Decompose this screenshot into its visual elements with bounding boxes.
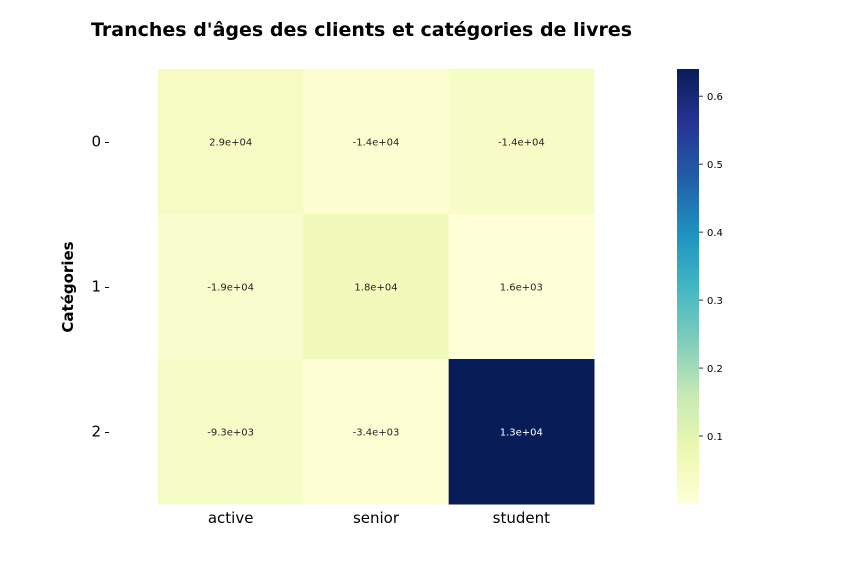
colorbar-tick-label: 0.1 (707, 432, 723, 443)
heatmap-cell-2-0 (158, 359, 304, 505)
heatmap-cell-0-1 (303, 69, 450, 215)
cell-annotation-1-1: 1.8e+04 (354, 283, 397, 294)
x-tick-label: student (493, 509, 550, 527)
cell-annotation-0-1: -1.4e+04 (353, 138, 400, 149)
cell-annotation-2-1: -3.4e+03 (353, 428, 400, 439)
colorbar-tick-label: 0.4 (707, 228, 723, 239)
colorbar-tick-label: 0.5 (707, 160, 723, 171)
cell-annotation-0-0: 2.9e+04 (209, 138, 252, 149)
x-tick-label: active (208, 509, 254, 527)
colorbar-tick-label: 0.3 (707, 296, 723, 307)
y-tick-label: 0 (91, 133, 101, 151)
heatmap-cell-1-0 (158, 214, 304, 360)
heatmap-cell-2-1 (303, 359, 450, 505)
colorbar-tick-label: 0.2 (707, 364, 723, 375)
heatmap-cell-1-1 (303, 214, 450, 360)
cell-annotation-1-0: -1.9e+04 (207, 283, 254, 294)
x-tick-label: senior (353, 509, 400, 527)
colorbar-tick-label: 0.6 (707, 92, 723, 103)
heatmap-cell-0-0 (158, 69, 304, 215)
cell-annotation-0-2: -1.4e+04 (498, 138, 545, 149)
heatmap-cell-0-2 (448, 69, 595, 215)
colorbar (677, 69, 699, 504)
heatmap-cell-2-2 (448, 359, 595, 505)
cell-annotation-2-2: 1.3e+04 (500, 428, 543, 439)
chart-title: Tranches d'âges des clients et catégorie… (91, 19, 633, 41)
cell-annotation-1-2: 1.6e+03 (500, 283, 543, 294)
y-tick-label: 2 (91, 423, 101, 441)
cell-annotation-2-0: -9.3e+03 (207, 428, 254, 439)
heatmap-cell-1-2 (448, 214, 595, 360)
y-tick-label: 1 (91, 278, 101, 296)
